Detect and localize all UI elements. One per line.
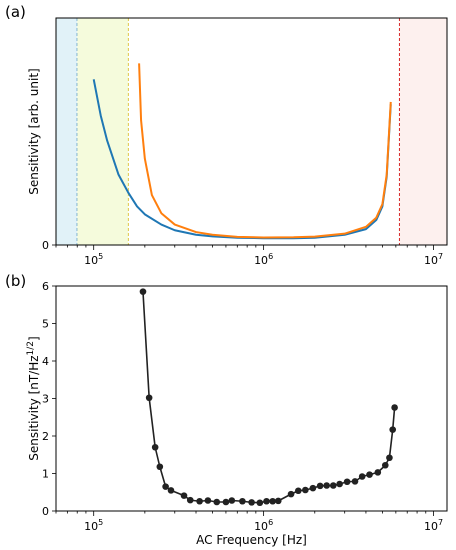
y-tick-label: 3 [42,393,49,406]
x-tick-label: 107 [424,518,443,533]
data-point [389,426,397,433]
data-point [287,490,295,498]
data-point [156,463,164,471]
data-point [239,497,246,505]
panel-label: (b) [5,272,26,290]
y-tick-label: 4 [42,355,49,368]
data-point [316,482,324,490]
y-tick-label: 2 [42,430,49,443]
y-tick-label: 6 [42,280,49,293]
data-point [248,499,255,506]
data-point [213,498,221,506]
shaded-band-0 [56,18,78,245]
data-point [167,487,175,494]
panel-b: 105 106 107 0 1 2 3 4 5 6 (b) Sensitivity [nT/Hz1/2… [5,272,448,547]
data-point [180,492,188,499]
data-point [351,478,359,485]
series-line-0 [142,291,396,504]
y-axis-label: Sensitivity [arb. unit] [27,68,41,194]
x-axis-label: AC Frequency [Hz] [196,533,307,547]
data-point [309,484,317,492]
x-tick-label: 107 [424,252,443,267]
series-line-0 [92,79,392,240]
data-point [196,497,203,505]
data-point [162,483,169,490]
data-point [323,482,330,489]
panel-a: 105 106 107 0 (a) Sensitivity [arb. unit] [5,3,448,267]
x-tick-label: 105 [84,252,103,267]
y-tick-label: 0 [42,505,49,518]
shaded-band-2 [399,18,447,245]
data-point [386,454,393,462]
data-point [374,469,382,476]
plot-frame [55,285,448,512]
data-point [228,497,236,504]
data-point [222,498,230,506]
data-point [139,288,147,295]
y-tick-label: 0 [42,239,49,252]
data-point [204,497,212,504]
panel-label: (a) [5,3,26,21]
data-point [263,497,270,505]
data-point [391,404,398,411]
x-tick-label: 105 [84,518,103,533]
y-tick-label: 5 [42,318,49,331]
data-point [381,461,389,469]
data-point [302,486,309,494]
data-point [366,471,373,478]
data-point [343,478,351,486]
data-point [151,443,159,451]
x-tick-label: 106 [254,252,273,267]
data-point [274,497,282,505]
data-point [256,499,264,507]
x-tick-label: 106 [254,518,273,533]
series-line-1 [138,63,392,239]
data-point [295,487,302,495]
data-point [269,497,276,505]
y-tick-label: 1 [42,468,49,481]
data-point [329,482,337,489]
y-axis-label: Sensitivity [nT/Hz1/2] [26,336,41,460]
data-point [358,473,366,480]
plot-frame [55,17,448,246]
data-point [186,496,194,504]
shaded-band-1 [77,18,129,245]
data-point [145,394,153,402]
data-point [336,480,343,488]
